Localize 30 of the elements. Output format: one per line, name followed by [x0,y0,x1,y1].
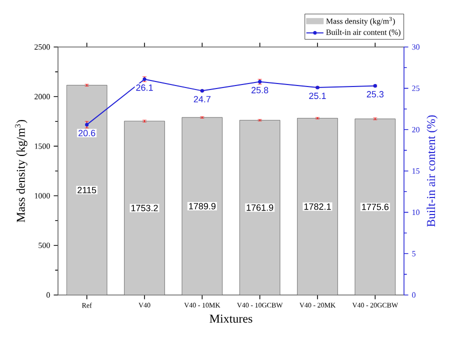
y-tick-label: 1000 [34,193,50,198]
y-tick-label: 2000 [34,94,50,100]
y2-tick-label: 10 [412,210,420,216]
data-label: 26.1 [136,84,153,91]
y2-tick-label: 20 [412,126,420,132]
data-label: 1753.2 [131,204,158,212]
y2-axis-title: Built-in air content (%) [426,115,438,227]
data-label: 24.7 [194,96,210,102]
y2-tick-label: 25 [412,86,420,92]
data-label: 25.3 [366,91,384,98]
y2-tick-label: 15 [412,168,420,174]
y2-tick-label: 30 [412,44,420,50]
y2-tick-label: 0 [412,292,416,298]
legend-label: Mass density (kg/m$^{3}$) [326,16,395,26]
y-axis-title: Mass density (kg/m$^{3}$) [15,120,28,222]
data-label: 1789.9 [189,203,216,210]
y2-tick-label: 5 [412,250,416,256]
legend-label: Built-in air content (%) [326,29,400,37]
x-axis-title: Mixtures [210,314,252,323]
data-label: 1775.6 [362,204,389,210]
y-tick-label: 1500 [34,143,50,149]
data-label: 1782.1 [304,203,331,210]
y-tick-label: 0 [46,292,50,298]
data-label: 25.1 [309,92,326,100]
y-tick-label: 500 [38,242,50,248]
data-label: 2115 [78,186,96,194]
y-tick-label: 2500 [34,44,50,50]
data-label: 25.8 [252,86,268,94]
data-label: 20.6 [78,130,96,136]
data-label: 1761.9 [246,204,274,211]
